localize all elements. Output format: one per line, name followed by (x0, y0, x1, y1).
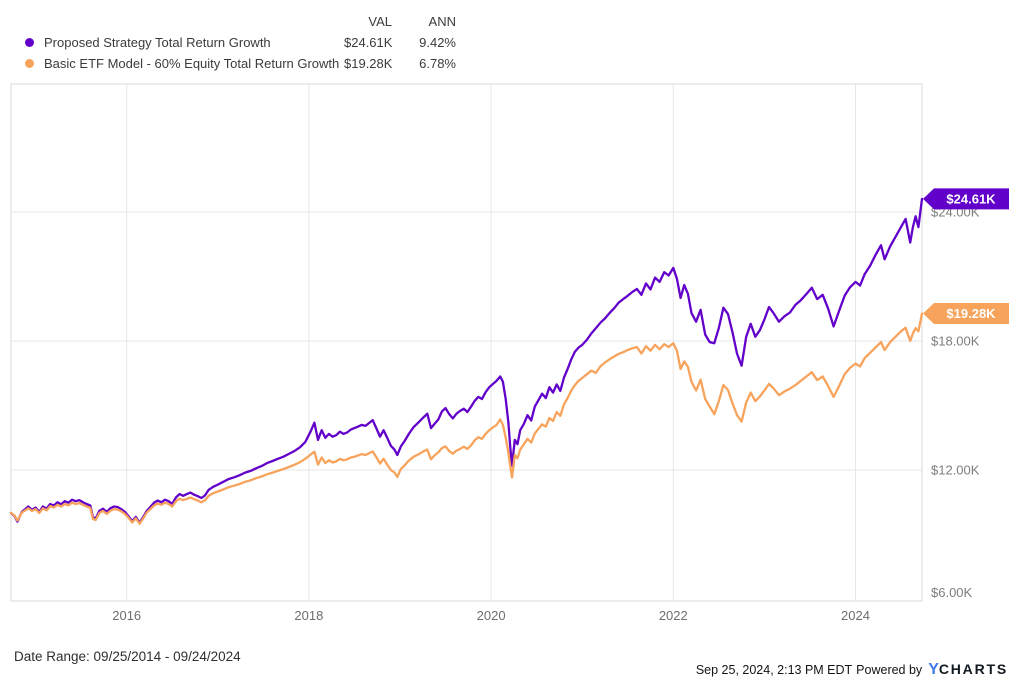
end-value-tag-label: $24.61K (946, 191, 996, 206)
series-marker-orange-icon (25, 59, 34, 68)
legend-ann-header: ANN (428, 13, 456, 29)
powered-by-label: Powered by (856, 663, 923, 677)
end-value-tag (923, 188, 1009, 210)
legend-dot-cell (14, 38, 44, 47)
legend: VAL ANN Proposed Strategy Total Return G… (14, 10, 456, 74)
series-marker-purple-icon (25, 38, 34, 47)
legend-header-row: VAL ANN (14, 10, 456, 32)
legend-series-ann: 9.42% (419, 35, 456, 50)
legend-item-proposed-strategy: Proposed Strategy Total Return Growth $2… (14, 32, 456, 53)
series-line-0 (9, 197, 924, 524)
date-range-label: Date Range: 09/25/2014 - 09/24/2024 (14, 649, 241, 664)
x-axis-label: 2016 (112, 608, 141, 623)
x-axis-label: 2022 (659, 608, 688, 623)
y-axis-label: $18.00K (931, 334, 980, 349)
legend-dot-cell (14, 59, 44, 68)
ycharts-logo: Y CHARTS (928, 661, 1008, 679)
x-axis-label: 2020 (477, 608, 506, 623)
x-axis-label: 2024 (841, 608, 870, 623)
legend-series-label: Proposed Strategy Total Return Growth (44, 35, 271, 50)
legend-item-basic-etf-model: Basic ETF Model - 60% Equity Total Retur… (14, 53, 456, 74)
y-axis-label: $6.00K (931, 585, 973, 600)
legend-val-header: VAL (368, 13, 392, 29)
legend-series-label: Basic ETF Model - 60% Equity Total Retur… (44, 56, 340, 71)
series-line-1 (9, 312, 924, 525)
y-axis-label: $12.00K (931, 463, 980, 478)
legend-series-val: $24.61K (344, 35, 393, 50)
timestamp: Sep 25, 2024, 2:13 PM EDT (695, 663, 853, 677)
legend-series-val: $19.28K (344, 56, 393, 71)
timestamp-row: Sep 25, 2024, 2:13 PM EDT Powered by Y CH… (696, 661, 1008, 679)
ycharts-logo-y-icon: Y (928, 661, 939, 678)
plot-border (10, 83, 923, 602)
legend-series-ann: 6.78% (419, 56, 456, 71)
ycharts-logo-charts: CHARTS (938, 661, 1008, 677)
end-value-tag (923, 302, 1009, 324)
x-axis-label: 2018 (294, 608, 323, 623)
end-value-tag-label: $19.28K (946, 306, 996, 321)
